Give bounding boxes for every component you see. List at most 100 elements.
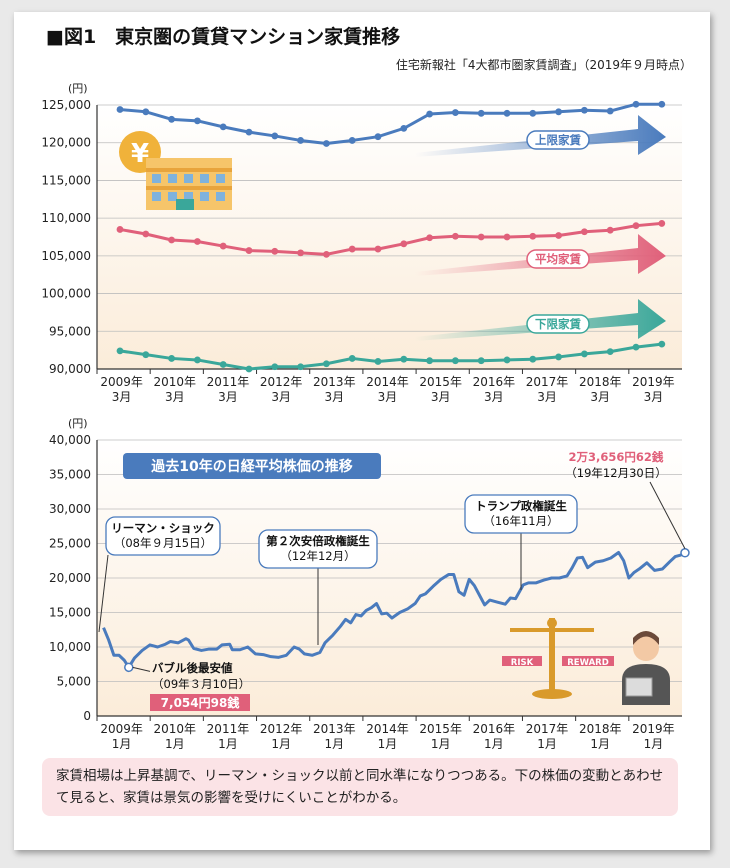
x-tick-label: 1月 [218,737,238,751]
stock-title-box [123,453,381,479]
data-point-average [426,234,433,242]
x-tick-label: 2009年 [100,375,143,389]
data-point-lower [477,357,485,365]
abe-callout: 第２次安倍政権誕生（12年12月） [258,529,378,645]
data-point-average [271,247,279,255]
data-point-upper [245,128,253,136]
data-point-lower [194,356,201,364]
risk-reward-scale-icon: RISK REWARD [502,618,614,699]
x-tick-label: 2010年 [153,375,196,389]
x-tick-label: 3月 [537,390,557,404]
figure-source: 住宅新報社「4大都市圏家賃調査」（2019年９月時点） [395,58,692,72]
data-point-lower [658,340,666,348]
x-tick-label: 3月 [218,390,238,404]
x-tick-label: 2011年 [207,375,250,389]
y-tick-label: 10,000 [49,640,91,654]
data-point-lower [503,356,511,364]
stock-series-line [102,550,686,669]
x-tick-label: 2016年 [473,722,516,736]
data-point-average [632,222,640,230]
y-tick-label: 90,000 [49,362,91,376]
data-point-lower [297,363,304,371]
x-tick-label: 1月 [590,737,610,751]
x-tick-label: 2018年 [579,375,622,389]
data-point-upper [348,137,356,144]
lehman-callout-leader [98,554,109,633]
data-point-upper [581,106,588,114]
data-point-average [529,232,537,240]
data-point-average [245,247,253,254]
x-tick-label: 3月 [644,390,664,404]
bottom-value-label: 7,054円98銭 [161,695,240,710]
data-point-average [452,232,459,240]
x-tick-label: 2009年 [100,722,143,736]
x-tick-label: 2014年 [366,375,409,389]
businessman-icon [622,631,670,705]
abe-callout-box [258,529,378,569]
trump-callout: トランプ政権誕生（16年11月） [464,494,578,590]
latest-callout-leader [649,481,686,550]
data-point-upper [168,115,176,123]
data-point-average [477,233,485,241]
data-point-lower [529,355,537,363]
data-point-upper [194,117,201,125]
data-point-upper [503,109,511,117]
data-point-upper [555,108,562,116]
data-point-upper [632,100,640,108]
reward-label: REWARD [567,658,609,668]
x-tick-label: 2017年 [526,375,569,389]
x-tick-label: 1月 [484,737,504,751]
x-tick-label: 1月 [112,737,132,751]
x-tick-label: 2013年 [313,375,356,389]
x-tick-label: 2015年 [419,375,462,389]
data-point-average [297,249,304,257]
y-tick-label: 20,000 [49,571,91,585]
upper-rent-arrow-shape [415,115,666,157]
lehman-callout-box [105,516,221,556]
y-tick-label: 125,000 [41,98,91,112]
x-tick-label: 3月 [271,390,291,404]
x-tick-label: 2011年 [207,722,250,736]
rent-chart: 125,000 120,000 115,000 110,000 105,000 100,0… [41,82,682,404]
bottom-callout: バブル後最安値 （09年３月10日） 7,054円98銭 [132,661,250,711]
apartment-yen-icon: ¥ [119,131,232,210]
lehman-callout-title: リーマン・ショック [111,521,215,535]
data-point-average [194,238,201,245]
lower-rent-arrow-shape [415,299,666,341]
data-point-average [503,233,511,241]
data-point-upper [426,110,433,118]
abe-callout-date: （12年12月） [280,549,355,563]
bottom-callout-date: （09年３月10日） [152,677,250,691]
risk-label: RISK [511,658,534,668]
bottom-callout-title: バブル後最安値 [152,661,233,675]
x-tick-label: 2013年 [313,722,356,736]
y-tick-label: 0 [83,709,91,723]
data-point-lower [452,357,459,365]
stock-title: 過去10年の日経平均株価の推移 [150,458,352,475]
bottom-value-box [150,694,250,711]
bottom-point [124,662,134,673]
data-point-average [581,228,588,236]
y-tick-label: 15,000 [49,606,91,620]
x-tick-label: 2015年 [419,722,462,736]
average-rent-arrow-label: 平均家賃 [535,252,581,266]
data-point-upper [271,132,279,140]
data-point-upper [529,109,537,117]
data-point-average [658,220,666,227]
data-point-lower [168,355,176,362]
trump-callout-box [464,494,578,534]
x-tick-label: 1月 [324,737,344,751]
data-point-upper [142,108,150,116]
y-tick-label: 25,000 [49,537,91,551]
x-tick-label: 2012年 [260,375,303,389]
summary-note: 家賃相場は上昇基調で、リーマン・ショック以前と同水準になりつつある。下の株価の変… [42,758,678,816]
data-point-lower [323,360,330,368]
y-tick-label: 95,000 [49,324,91,338]
trump-callout-title: トランプ政権誕生 [475,499,567,513]
data-point-upper [323,140,330,147]
data-point-upper [219,123,227,131]
average-rent-arrow: 平均家賃 [415,234,666,276]
x-tick-label: 2019年 [632,375,675,389]
data-point-lower [426,357,433,365]
x-tick-label: 3月 [165,390,185,404]
